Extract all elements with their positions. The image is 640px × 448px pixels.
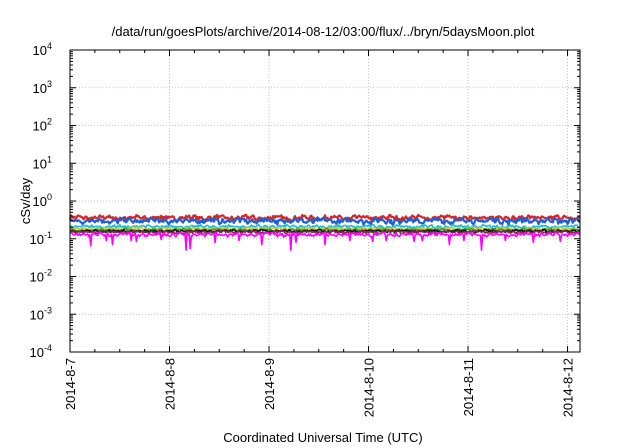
y-tick-label: 10-2 [30, 268, 52, 285]
y-tick-label: 10-4 [30, 343, 52, 360]
y-tick-label: 101 [33, 154, 52, 171]
series-line [69, 223, 581, 230]
series-line [69, 227, 581, 233]
x-axis-label: Coordinated Universal Time (UTC) [223, 430, 422, 445]
grid-lines [70, 50, 580, 352]
x-tick-label: 2014-8-7 [63, 358, 78, 410]
chart-title: /data/run/goesPlots/archive/2014-08-12/0… [112, 24, 535, 39]
y-tick-label: 100 [33, 192, 52, 209]
x-tick-label: 2014-8-12 [561, 358, 576, 417]
y-axis-label: cSv/day [18, 177, 33, 224]
x-axis-ticks: 2014-8-7 2014-8-8 2014-8-9 2014-8-10 2014-8-… [63, 50, 576, 417]
y-tick-label: 103 [33, 79, 52, 96]
data-series [68, 213, 581, 251]
series-line [69, 216, 581, 227]
y-tick-label: 10-1 [30, 230, 52, 247]
y-axis-ticks: 104 103 102 101 100 10-1 10-2 10-3 10-4 [30, 41, 580, 360]
x-tick-label: 2014-8-11 [461, 358, 476, 416]
y-tick-label: 10-3 [30, 305, 52, 322]
x-tick-label: 2014-8-10 [362, 358, 377, 417]
y-tick-label: 104 [33, 41, 52, 58]
series-line [69, 229, 581, 235]
x-tick-label: 2014-8-9 [262, 358, 277, 410]
x-tick-label: 2014-8-8 [163, 358, 178, 410]
y-tick-label: 102 [33, 117, 52, 134]
series-line [69, 231, 581, 251]
